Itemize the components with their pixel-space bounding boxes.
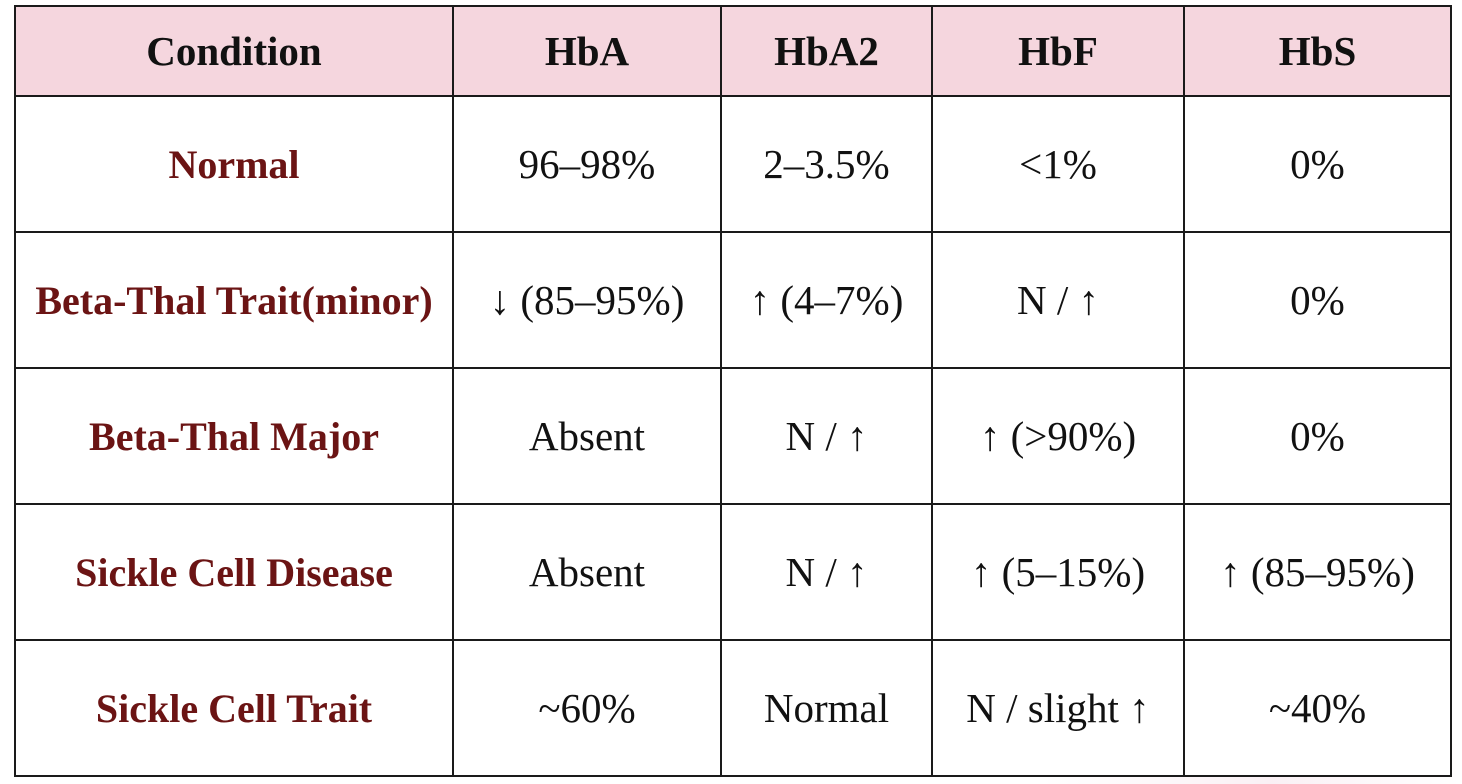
row-condition: Beta-Thal Trait(minor) (14, 231, 454, 369)
header-condition: Condition (14, 5, 454, 97)
cell-hba: Absent (452, 503, 722, 641)
cell-hbf: <1% (931, 95, 1185, 233)
table-header-row: Condition HbA HbA2 HbF HbS (14, 5, 1452, 97)
cell-hbs: 0% (1183, 95, 1452, 233)
row-condition: Normal (14, 95, 454, 233)
table-row: Sickle Cell Trait ~60% Normal N / slight… (14, 639, 1452, 777)
cell-hba2: 2–3.5% (720, 95, 933, 233)
hemoglobin-electrophoresis-table: Condition HbA HbA2 HbF HbS Normal 96–98%… (14, 5, 1452, 777)
cell-hbf: N / slight ↑ (931, 639, 1185, 777)
header-hbs: HbS (1183, 5, 1452, 97)
cell-hbs: ↑ (85–95%) (1183, 503, 1452, 641)
table-row: Normal 96–98% 2–3.5% <1% 0% (14, 95, 1452, 233)
cell-hbf: ↑ (>90%) (931, 367, 1185, 505)
cell-hba: ~60% (452, 639, 722, 777)
cell-hbs: ~40% (1183, 639, 1452, 777)
cell-hbf: N / ↑ (931, 231, 1185, 369)
cell-hba2: Normal (720, 639, 933, 777)
cell-hba: 96–98% (452, 95, 722, 233)
cell-hbf: ↑ (5–15%) (931, 503, 1185, 641)
cell-hba2: ↑ (4–7%) (720, 231, 933, 369)
cell-hbs: 0% (1183, 367, 1452, 505)
cell-hba: Absent (452, 367, 722, 505)
cell-hba2: N / ↑ (720, 503, 933, 641)
cell-hba: ↓ (85–95%) (452, 231, 722, 369)
cell-hbs: 0% (1183, 231, 1452, 369)
table-row: Beta-Thal Trait(minor) ↓ (85–95%) ↑ (4–7… (14, 231, 1452, 369)
header-hba2: HbA2 (720, 5, 933, 97)
cell-hba2: N / ↑ (720, 367, 933, 505)
header-hbf: HbF (931, 5, 1185, 97)
row-condition: Sickle Cell Trait (14, 639, 454, 777)
row-condition: Sickle Cell Disease (14, 503, 454, 641)
row-condition: Beta-Thal Major (14, 367, 454, 505)
table-row: Sickle Cell Disease Absent N / ↑ ↑ (5–15… (14, 503, 1452, 641)
header-hba: HbA (452, 5, 722, 97)
table-row: Beta-Thal Major Absent N / ↑ ↑ (>90%) 0% (14, 367, 1452, 505)
